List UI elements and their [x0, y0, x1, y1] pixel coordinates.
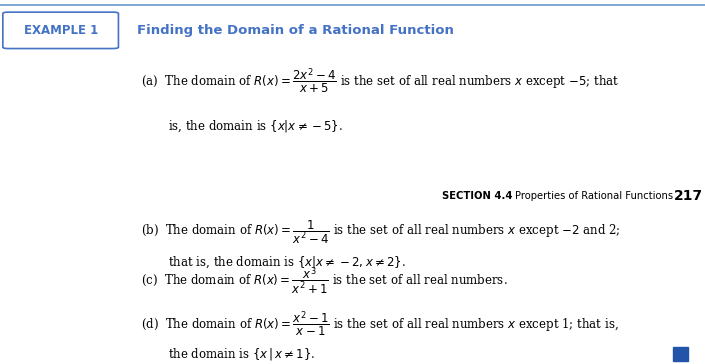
Text: SECTION 4.4: SECTION 4.4 [442, 191, 513, 201]
Text: (a)  The domain of $R(x) = \dfrac{2x^2 - 4}{x + 5}$ is the set of all real numbe: (a) The domain of $R(x) = \dfrac{2x^2 - … [141, 66, 619, 95]
Bar [673, 347, 688, 361]
Text: that is, the domain is $\{x|x \neq -2, x \neq 2\}$.: that is, the domain is $\{x|x \neq -2, x… [168, 254, 406, 270]
Text: Finding the Domain of a Rational Function: Finding the Domain of a Rational Functio… [137, 24, 454, 37]
Text: (d)  The domain of $R(x) = \dfrac{x^2 - 1}{x - 1}$ is the set of all real number: (d) The domain of $R(x) = \dfrac{x^2 - 1… [141, 310, 619, 339]
Text: the domain is $\{x\,|\,x \neq 1\}$.: the domain is $\{x\,|\,x \neq 1\}$. [168, 346, 315, 362]
FancyBboxPatch shape [3, 12, 118, 48]
Text: (c)  The domain of $R(x) = \dfrac{x^3}{x^2 + 1}$ is the set of all real numbers.: (c) The domain of $R(x) = \dfrac{x^3}{x^… [141, 265, 508, 297]
Text: 217: 217 [674, 189, 703, 203]
Text: Properties of Rational Functions: Properties of Rational Functions [515, 191, 673, 201]
Text: is, the domain is $\{x|x \neq -5\}$.: is, the domain is $\{x|x \neq -5\}$. [168, 118, 343, 134]
Text: (b)  The domain of $R(x) = \dfrac{1}{x^2 - 4}$ is the set of all real numbers $x: (b) The domain of $R(x) = \dfrac{1}{x^2 … [141, 218, 620, 246]
Text: EXAMPLE 1: EXAMPLE 1 [23, 24, 98, 37]
